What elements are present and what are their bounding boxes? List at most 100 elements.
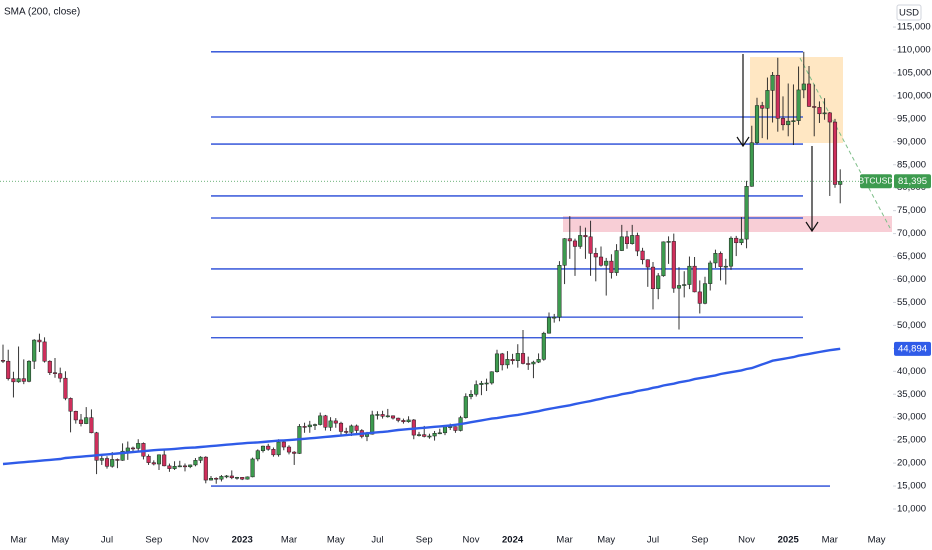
candle-body: [827, 112, 832, 123]
candle-body: [422, 434, 427, 437]
candle-body: [671, 241, 676, 289]
candle-body: [78, 419, 84, 424]
candle-body: [796, 89, 801, 121]
candle-body: [110, 459, 115, 467]
candle-body: [728, 237, 734, 267]
candle-body: [89, 417, 94, 434]
candle-body: [702, 283, 708, 304]
y-tick-label: 40,000: [897, 366, 926, 377]
x-tick-label: Jul: [371, 535, 383, 546]
candle-body: [656, 275, 661, 289]
candle-body: [562, 238, 567, 266]
x-tick-label: May: [51, 535, 69, 546]
candle-body: [271, 449, 276, 456]
price-tag: 81,395: [898, 176, 927, 187]
candle-body: [536, 359, 541, 363]
candle-body: [687, 265, 692, 285]
x-tick-label: Jul: [101, 535, 113, 546]
x-tick-label: Nov: [738, 535, 755, 546]
y-tick-label: 20,000: [897, 458, 926, 469]
y-tick-label: 115,000: [897, 22, 931, 33]
symbol-tag-bg: [860, 174, 892, 189]
symbol-tag: BTCUSD: [859, 176, 894, 186]
y-tick-label: 10,000: [897, 504, 926, 515]
candle-body: [432, 433, 437, 437]
candle-body: [333, 420, 338, 424]
y-tick-label: 15,000: [897, 481, 926, 492]
candle-body: [484, 382, 489, 385]
candle-body: [546, 317, 552, 334]
y-tick-label: 85,000: [897, 159, 926, 170]
candle-body: [203, 456, 208, 481]
candle-body: [302, 426, 307, 428]
candle-body: [344, 431, 349, 433]
candle-body: [32, 339, 37, 362]
candle-body: [541, 332, 546, 360]
candle-body: [162, 454, 167, 467]
candle-body: [416, 434, 422, 436]
candle-body: [224, 475, 229, 478]
candle-body: [593, 253, 598, 258]
price-tag-bg: [894, 174, 931, 189]
candle-body: [791, 120, 796, 122]
candle-body: [120, 450, 125, 461]
candle-body: [177, 465, 182, 468]
candle-body: [468, 393, 474, 397]
candle-body: [21, 378, 26, 382]
x-tick-label: Mar: [556, 535, 572, 546]
sma-tag-bg: [894, 341, 931, 356]
candle-body: [500, 353, 505, 366]
candle-body: [219, 476, 224, 480]
candle-body: [598, 256, 604, 266]
y-tick-label: 110,000: [897, 45, 931, 56]
candle-body: [682, 284, 687, 286]
candle-body: [427, 435, 432, 438]
x-tick-label: Jul: [647, 535, 659, 546]
x-tick-label: Mar: [10, 535, 26, 546]
x-tick-label: Nov: [463, 535, 480, 546]
candle-body: [307, 424, 312, 428]
candle-body: [578, 235, 583, 247]
x-tick-label: Sep: [145, 535, 162, 546]
candle-body: [583, 235, 588, 238]
candle-body: [68, 398, 73, 412]
candle-body: [401, 420, 406, 423]
candle-body: [723, 265, 728, 268]
candle-body: [630, 235, 635, 244]
candle-body: [260, 445, 266, 451]
y-tick-label: 35,000: [897, 389, 926, 400]
candle-body: [234, 477, 240, 479]
x-tick-label: Sep: [691, 535, 708, 546]
x-tick-label: Mar: [822, 535, 838, 546]
x-tick-label: Nov: [192, 535, 209, 546]
candle-body: [141, 443, 146, 457]
candle-body: [760, 105, 765, 109]
candle-body: [255, 450, 260, 460]
candle-body: [697, 291, 702, 304]
candle-body: [245, 476, 250, 480]
candle-body: [172, 466, 177, 469]
candle-body: [208, 477, 214, 481]
candle-body: [146, 455, 151, 463]
currency: USD: [899, 8, 919, 19]
drawings-under: [211, 51, 892, 487]
candle-body: [349, 425, 354, 433]
candle-body: [156, 454, 162, 465]
candle-body: [604, 260, 609, 266]
candle-body: [645, 259, 650, 268]
candle-body: [318, 415, 323, 425]
candle-body: [744, 186, 749, 240]
x-tick-label: May: [597, 535, 615, 546]
candle-body: [37, 339, 42, 343]
candle-body: [104, 458, 110, 467]
candle-body: [666, 241, 671, 243]
candle-body: [775, 74, 780, 119]
candle-body: [520, 353, 526, 364]
candle-body: [182, 465, 188, 468]
candle-body: [453, 426, 458, 431]
candle-body: [229, 475, 234, 479]
candle-body: [115, 459, 120, 461]
y-tick-label: 100,000: [897, 90, 931, 101]
